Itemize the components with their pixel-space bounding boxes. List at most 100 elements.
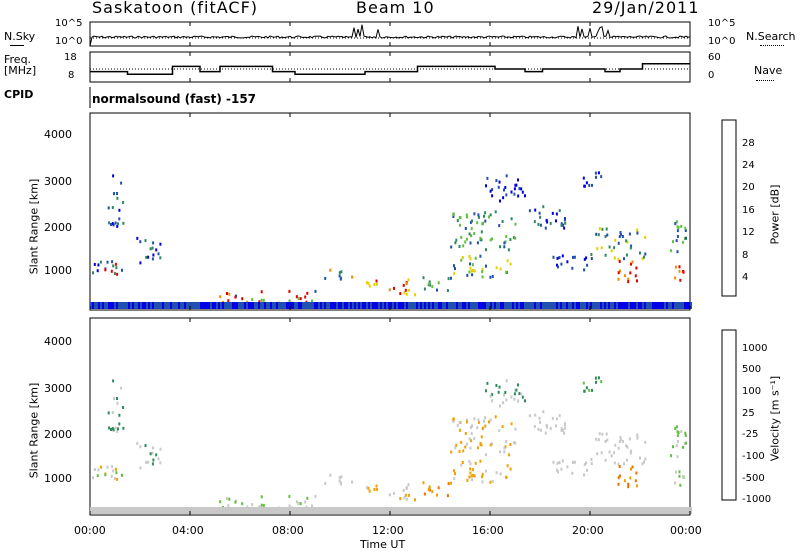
power-cell: [619, 231, 622, 234]
velocity-cbar-tick: 1000: [742, 343, 768, 354]
velocity-cell: [404, 493, 407, 497]
velocity-cell: [144, 507, 146, 514]
velocity-cell: [506, 507, 508, 514]
velocity-cell: [145, 460, 148, 464]
velocity-cell: [420, 507, 422, 514]
velocity-cell: [388, 493, 391, 497]
velocity-cell: [468, 475, 471, 479]
power-cell: [505, 235, 508, 239]
power-cell: [336, 302, 338, 309]
xtick: 00:00: [74, 524, 106, 537]
power-cell: [120, 181, 123, 185]
velocity-cell: [470, 439, 473, 443]
power-cell: [509, 262, 512, 266]
power-cell: [517, 194, 520, 198]
velocity-cell: [120, 507, 122, 514]
power-cell: [458, 302, 460, 309]
power-cell: [170, 302, 172, 309]
power-cell: [360, 302, 362, 309]
velocity-cell: [416, 507, 418, 514]
power-cell: [458, 216, 461, 220]
power-cell: [116, 192, 118, 195]
velocity-cell: [658, 507, 660, 514]
velocity-cell: [320, 507, 322, 514]
power-cell: [414, 293, 416, 297]
power-cell: [400, 302, 402, 309]
power-cell: [218, 302, 220, 309]
velocity-cell: [517, 399, 520, 403]
velocity-cell: [306, 496, 309, 500]
power-cell: [426, 302, 428, 309]
velocity-cell: [465, 418, 468, 422]
velocity-cell: [623, 462, 625, 466]
velocity-cell: [122, 507, 124, 514]
velocity-cell: [492, 507, 494, 514]
power-cell: [638, 302, 640, 309]
velocity-cbar-tick: 25: [742, 408, 755, 419]
velocity-cell: [552, 507, 554, 514]
power-cell: [466, 215, 468, 219]
power-cell: [114, 302, 116, 309]
velocity-cell: [534, 413, 537, 417]
power-cell: [486, 176, 489, 180]
power-cell: [590, 253, 593, 256]
velocity-cell: [677, 431, 680, 435]
power-cell: [162, 302, 164, 309]
velocity-cell: [590, 507, 592, 514]
velocity-cell: [393, 491, 395, 495]
power-cell: [573, 255, 576, 259]
velocity-cell: [620, 507, 622, 514]
velocity-cell: [479, 459, 482, 463]
power-cell: [626, 240, 629, 244]
power-cell: [210, 302, 212, 309]
velocity-cell: [619, 436, 622, 439]
power-cell: [402, 302, 404, 309]
power-cell: [418, 302, 420, 309]
power-cell: [294, 302, 296, 309]
power-cell: [480, 238, 483, 242]
power-cell: [498, 180, 501, 184]
power-cell: [630, 244, 633, 248]
velocity-cell: [220, 507, 222, 514]
velocity-cell: [680, 429, 683, 433]
velocity-cell: [562, 507, 564, 514]
power-cell: [352, 302, 354, 309]
velocity-cell: [370, 507, 372, 514]
velocity-cell: [628, 437, 631, 441]
velocity-cell: [380, 507, 382, 514]
power-cell: [299, 297, 302, 301]
velocity-cell: [120, 386, 123, 390]
velocity-cell: [210, 507, 212, 514]
velocity-cell: [600, 451, 603, 455]
velocity-cell: [563, 431, 566, 435]
power-cell: [498, 302, 500, 309]
power-cell: [93, 263, 96, 266]
velocity-cell: [450, 507, 452, 514]
velocity-cell: [200, 507, 202, 514]
power-cell: [514, 222, 517, 226]
power-cell: [152, 253, 155, 257]
power-cell: [113, 272, 116, 276]
velocity-cell: [461, 461, 464, 464]
velocity-cell: [100, 507, 102, 514]
velocity-cell: [262, 507, 264, 514]
velocity-cell: [632, 507, 634, 514]
power-cell: [92, 302, 94, 309]
velocity-cell: [685, 441, 687, 445]
power-cell: [613, 246, 616, 250]
velocity-cell: [471, 478, 474, 482]
velocity-cell: [168, 507, 170, 514]
power-cell: [111, 206, 114, 209]
power-cell: [380, 302, 382, 309]
velocity-cell: [188, 507, 190, 514]
power-cell: [483, 214, 485, 218]
power-cell: [186, 302, 188, 309]
power-cell: [375, 282, 378, 286]
power-cell: [242, 302, 244, 309]
velocity-cell: [477, 418, 480, 422]
power-cell: [200, 302, 202, 309]
velocity-cell: [583, 462, 586, 466]
velocity-cell: [605, 432, 608, 436]
velocity-cell: [466, 507, 468, 514]
power-cell: [590, 302, 592, 309]
